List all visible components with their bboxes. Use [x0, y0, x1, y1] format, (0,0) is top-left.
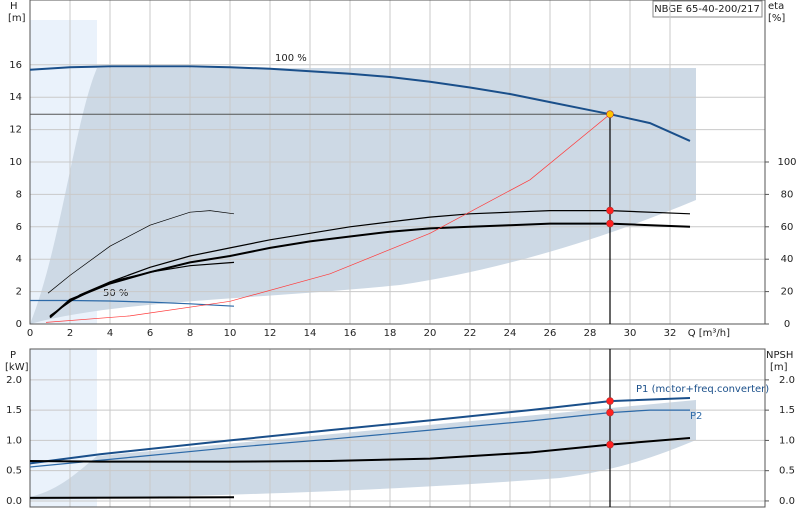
- x-tick-label: 2: [67, 328, 73, 339]
- y-tick-label: 0: [16, 319, 22, 330]
- plot-frame: [29, 0, 766, 325]
- y-tick-label: 2: [16, 287, 22, 298]
- x-tick-label: 6: [147, 328, 153, 339]
- series-line: [29, 65, 691, 142]
- y-tick-label: 1.5: [6, 405, 22, 416]
- y2-tick-label: 0: [784, 319, 790, 330]
- series-line: [45, 113, 611, 323]
- y-tick-label: 1.0: [6, 435, 22, 446]
- series-line: [30, 299, 235, 307]
- y2-tick-label: 80: [781, 189, 794, 200]
- y-label: P: [10, 350, 16, 361]
- title: NBGE 65-40-200/217: [654, 4, 760, 15]
- x-tick-label: 0: [27, 328, 33, 339]
- x-tick-label: 18: [384, 328, 397, 339]
- series-line: [47, 210, 235, 294]
- x-tick-label: 4: [107, 328, 113, 339]
- duty-point: [606, 110, 614, 119]
- duty-point: [606, 397, 614, 405]
- legend-label: P1 (motor+freq.converter): [636, 384, 769, 395]
- y-tick-label: 6: [16, 222, 22, 233]
- y-tick-label: 0.0: [6, 496, 22, 507]
- plot-frame: [29, 348, 766, 508]
- x-tick-label: 26: [544, 328, 557, 339]
- x-tick-label: 28: [584, 328, 597, 339]
- x-tick-label: 10: [224, 328, 237, 339]
- x-tick-label: 24: [504, 328, 517, 339]
- y2-tick-label: 1.5: [779, 405, 795, 416]
- y2-tick-label: 1.0: [779, 435, 795, 446]
- range-shade: [30, 68, 696, 324]
- duty-point: [606, 440, 614, 449]
- y-tick-label: 0.5: [6, 466, 22, 477]
- y2-tick-label: 100: [777, 157, 796, 168]
- x-tick-label: 12: [264, 328, 277, 339]
- x-tick-label: 8: [187, 328, 193, 339]
- y2-tick-label: 2.0: [779, 375, 795, 386]
- series-line: [29, 437, 691, 463]
- y2-label: [m]: [770, 362, 788, 373]
- x-tick-label: 14: [304, 328, 317, 339]
- series-line: [29, 397, 691, 465]
- y-tick-label: 10: [9, 157, 22, 168]
- x-tick-label: 16: [344, 328, 357, 339]
- y-tick-label: 12: [9, 125, 22, 136]
- y2-label: eta: [768, 1, 784, 12]
- y-tick-label: 14: [9, 92, 22, 103]
- title-box: [652, 0, 763, 18]
- x-tick-label: 30: [624, 328, 637, 339]
- y2-tick-label: 40: [781, 254, 794, 265]
- legend-label: P2: [690, 411, 702, 422]
- duty-point: [606, 219, 614, 228]
- y2-tick-label: 20: [781, 287, 794, 298]
- range-light: [30, 349, 97, 507]
- y-label: [m]: [8, 13, 26, 24]
- annotation: 100 %: [275, 53, 307, 64]
- x-tick-label: 32: [664, 328, 677, 339]
- x-label: Q [m³/h]: [688, 328, 730, 339]
- y2-tick-label: 0.5: [779, 466, 795, 477]
- series-line: [29, 409, 690, 468]
- operating-range: [30, 20, 696, 507]
- y2-tick-label: 60: [781, 222, 794, 233]
- y-label: H: [10, 1, 18, 12]
- series-line: [49, 222, 691, 319]
- x-tick-label: 22: [464, 328, 477, 339]
- y-tick-label: 4: [16, 254, 22, 265]
- series-line: [49, 261, 235, 317]
- series-line: [49, 210, 691, 317]
- duty-point: [606, 408, 614, 417]
- y2-tick-label: 0.0: [779, 496, 795, 507]
- y2-label: [%]: [768, 13, 785, 24]
- y-tick-label: 2.0: [6, 375, 22, 386]
- x-tick-label: 20: [424, 328, 437, 339]
- series-line: [29, 496, 235, 499]
- y2-label: NPSH: [766, 350, 793, 361]
- y-tick-label: 8: [16, 189, 22, 200]
- range-shade: [30, 400, 696, 500]
- y-tick-label: 16: [9, 60, 22, 71]
- annotation: 50 %: [103, 288, 128, 299]
- duty-point: [606, 206, 614, 215]
- y-label: [kW]: [5, 362, 29, 373]
